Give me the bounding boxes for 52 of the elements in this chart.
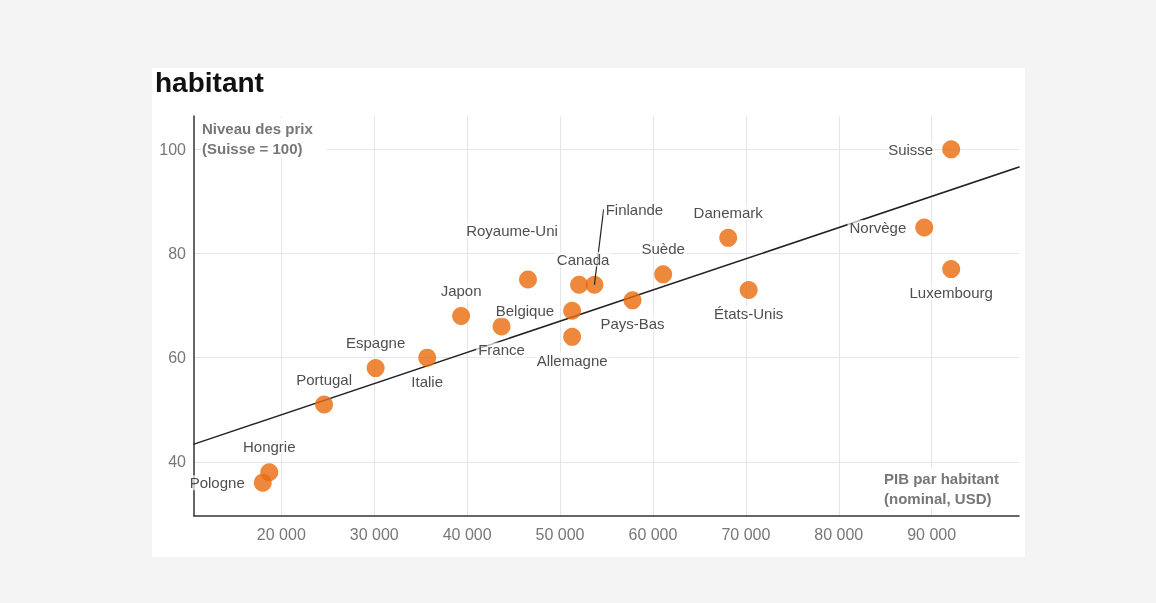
point <box>366 359 385 378</box>
annotation: Pologne <box>189 474 245 492</box>
point <box>563 301 582 320</box>
point <box>739 280 758 299</box>
annotation: France <box>478 341 525 359</box>
x-tick-label: 60 000 <box>628 525 678 543</box>
annotation: Japon <box>440 282 482 299</box>
point <box>915 218 934 237</box>
annotation: États-Unis <box>714 304 784 322</box>
point <box>519 270 537 289</box>
point <box>260 463 279 482</box>
point <box>942 260 961 279</box>
annotation: Norvège <box>849 218 907 236</box>
annotation: Espagne <box>346 334 406 352</box>
point <box>563 327 582 346</box>
annotation: Suisse <box>888 140 934 158</box>
point <box>654 265 673 284</box>
x-tick-label: 20 000 <box>256 525 306 543</box>
annotation: Hongrie <box>242 438 296 456</box>
y-axis-title: Niveau des prix (Suisse = 100) <box>202 119 318 157</box>
x-tick-label: 80 000 <box>814 525 864 543</box>
point <box>452 307 471 325</box>
annotation: Royaume-Uni <box>466 221 558 239</box>
point <box>585 275 604 294</box>
point <box>623 291 642 310</box>
annotation: Pays-Bas <box>600 315 665 333</box>
annotation: Canada <box>556 250 611 268</box>
annotation: Suède <box>641 240 685 258</box>
point <box>942 140 961 159</box>
annotation: Belgique <box>495 302 555 320</box>
point <box>719 228 738 247</box>
point <box>492 317 511 336</box>
y-tick-label: 80 <box>168 245 187 262</box>
y-tick-label: 60 <box>168 349 187 367</box>
x-tick-label: 40 000 <box>442 525 492 543</box>
annotation: Portugal <box>296 370 353 388</box>
x-tick-label: 70 000 <box>721 525 771 543</box>
point <box>570 275 589 294</box>
annotation: Danemark <box>693 203 764 221</box>
y-tick-label: 40 <box>168 453 187 471</box>
annotation: Allemagne <box>536 351 608 369</box>
chart-title: habitant <box>155 66 264 98</box>
point <box>315 395 334 414</box>
x-tick-label: 30 000 <box>349 525 399 543</box>
annotation: Luxembourg <box>909 284 993 302</box>
annotation: Finlande <box>605 200 664 218</box>
x-tick-label: 50 000 <box>535 525 585 543</box>
y-tick-label: 100 <box>159 140 187 158</box>
x-axis-title: PIB par habitant (nominal, USD) <box>884 469 1004 507</box>
x-tick-label: 90 000 <box>907 525 957 543</box>
point <box>418 348 437 367</box>
annotation: Italie <box>411 372 444 390</box>
